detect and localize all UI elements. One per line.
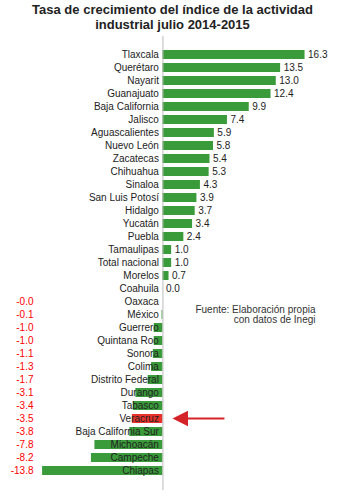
svg-text:Colima: Colima [128, 361, 160, 372]
svg-text:-0.0: -0.0 [16, 296, 34, 307]
svg-text:2.4: 2.4 [187, 231, 201, 242]
svg-text:Quintana Roo: Quintana Roo [97, 335, 159, 346]
svg-text:1.0: 1.0 [175, 257, 189, 268]
svg-text:-1.0: -1.0 [16, 322, 34, 333]
svg-text:1.0: 1.0 [175, 244, 189, 255]
svg-text:-1.3: -1.3 [16, 361, 34, 372]
svg-text:Chihuahua: Chihuahua [111, 166, 160, 177]
svg-text:Sinaloa: Sinaloa [126, 179, 160, 190]
svg-text:-3.5: -3.5 [16, 413, 34, 424]
svg-text:9.9: 9.9 [252, 101, 266, 112]
svg-text:-3.4: -3.4 [16, 400, 34, 411]
svg-text:Puebla: Puebla [128, 231, 160, 242]
svg-text:Querétaro: Querétaro [114, 62, 159, 73]
svg-text:Michoacán: Michoacán [111, 439, 159, 450]
svg-text:Hidalgo: Hidalgo [125, 205, 159, 216]
svg-text:0.7: 0.7 [172, 270, 186, 281]
svg-text:Tlaxcala: Tlaxcala [122, 49, 160, 60]
svg-text:Aguascalientes: Aguascalientes [91, 127, 159, 138]
svg-text:Veracruz: Veracruz [119, 413, 158, 424]
svg-text:-1.7: -1.7 [16, 374, 34, 385]
svg-text:Sonora: Sonora [127, 348, 160, 359]
svg-text:0.0: 0.0 [166, 283, 180, 294]
svg-text:4.3: 4.3 [203, 179, 217, 190]
svg-text:5.4: 5.4 [213, 153, 227, 164]
svg-text:-13.8: -13.8 [11, 465, 34, 476]
svg-text:Baja California: Baja California [94, 101, 159, 112]
svg-text:-1.0: -1.0 [16, 335, 34, 346]
svg-text:Tabasco: Tabasco [122, 400, 160, 411]
svg-text:3.9: 3.9 [200, 192, 214, 203]
svg-text:5.9: 5.9 [217, 127, 231, 138]
svg-text:San Luis Potosí: San Luis Potosí [89, 192, 159, 203]
svg-text:Tamaulipas: Tamaulipas [108, 244, 159, 255]
svg-text:Chiapas: Chiapas [122, 465, 159, 476]
svg-text:-0.1: -0.1 [16, 309, 34, 320]
svg-text:16.3: 16.3 [308, 49, 328, 60]
svg-text:Coahuila: Coahuila [119, 283, 159, 294]
svg-text:Durango: Durango [121, 387, 160, 398]
svg-text:5.3: 5.3 [212, 166, 226, 177]
svg-text:13.0: 13.0 [279, 75, 299, 86]
svg-text:Jalisco: Jalisco [128, 114, 159, 125]
svg-text:-1.1: -1.1 [16, 348, 34, 359]
svg-text:-3.8: -3.8 [16, 426, 34, 437]
svg-text:Guanajuato: Guanajuato [107, 88, 159, 99]
svg-text:Nayarit: Nayarit [127, 75, 159, 86]
svg-text:México: México [127, 309, 159, 320]
svg-text:5.8: 5.8 [216, 140, 230, 151]
svg-text:-7.8: -7.8 [16, 439, 34, 450]
svg-text:Baja California Sur: Baja California Sur [76, 426, 160, 437]
svg-text:7.4: 7.4 [230, 114, 244, 125]
svg-text:Morelos: Morelos [123, 270, 159, 281]
svg-text:Campeche: Campeche [111, 452, 160, 463]
svg-text:13.5: 13.5 [284, 62, 304, 73]
svg-text:Oaxaca: Oaxaca [124, 296, 159, 307]
svg-text:Distrito Federal: Distrito Federal [91, 374, 159, 385]
svg-text:12.4: 12.4 [274, 88, 294, 99]
svg-text:Total nacional: Total nacional [98, 257, 159, 268]
svg-text:3.4: 3.4 [196, 218, 210, 229]
html-text:Tasa de crecimiento del índice: Tasa de crecimiento del índice de la act… [32, 2, 313, 32]
svg-text:Fuente: Elaboración propiacon: Fuente: Elaboración propiacon datos de I… [195, 304, 316, 325]
svg-text:Zacatecas: Zacatecas [113, 153, 159, 164]
svg-text:Guerrero: Guerrero [119, 322, 159, 333]
svg-text:Nuevo León: Nuevo León [105, 140, 159, 151]
svg-text:-3.1: -3.1 [16, 387, 34, 398]
svg-text:Yucatán: Yucatán [123, 218, 159, 229]
svg-text:-8.2: -8.2 [16, 452, 34, 463]
svg-text:3.7: 3.7 [198, 205, 212, 216]
